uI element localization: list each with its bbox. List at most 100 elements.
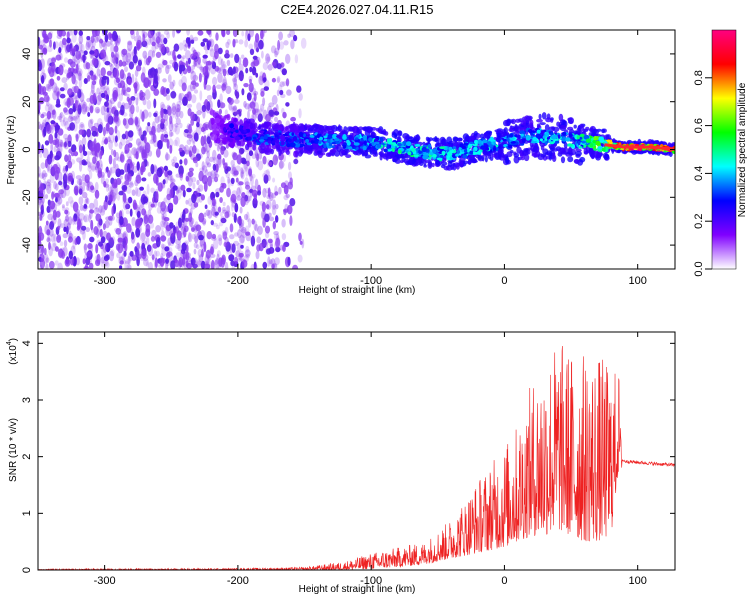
noise-speck [40,48,44,59]
noise-speck [68,108,74,115]
noise-speck [244,225,250,236]
noise-speck [186,30,190,36]
noise-speck [43,48,48,56]
noise-speck [59,113,63,123]
noise-speck [146,183,150,195]
noise-speck [77,109,81,118]
noise-speck [91,227,95,234]
noise-speck [134,69,139,77]
noise-speck [274,191,279,196]
noise-speck [232,260,237,266]
noise-speck [75,104,79,111]
noise-speck [86,160,91,168]
noise-speck [134,179,139,187]
noise-speck [90,185,95,191]
noise-speck [103,199,108,211]
signal-core [291,132,295,137]
signal-halo [506,151,513,158]
noise-speck [176,230,182,241]
noise-speck [53,242,57,248]
noise-speck [198,123,203,130]
noise-speck [245,166,249,177]
noise-speck [90,35,95,44]
noise-speck [173,225,176,236]
noise-speck [187,84,192,95]
noise-speck [258,75,264,86]
noise-speck [182,253,187,265]
noise-speck [73,85,80,94]
noise-speck [169,189,174,198]
noise-speck [142,76,148,88]
noise-speck [89,262,94,269]
noise-speck [127,156,132,163]
noise-speck [203,79,207,90]
signal-halo [325,152,332,157]
noise-speck [64,42,71,54]
noise-speck [130,233,136,244]
noise-speck [129,250,134,257]
signal-core [576,135,580,140]
noise-speck [96,160,100,169]
noise-speck [135,174,142,184]
noise-speck [157,123,164,129]
noise-speck [144,55,148,66]
signal-halo [479,133,485,139]
noise-speck [236,187,241,197]
signal-core [517,134,521,140]
signal-halo [574,159,580,165]
noise-speck [99,208,106,216]
noise-speck [159,89,166,96]
noise-speck [69,48,74,54]
noise-speck [68,109,73,120]
noise-speck [188,123,192,134]
noise-speck [67,160,73,169]
noise-speck [265,53,271,64]
noise-speck [58,192,64,199]
noise-speck [134,76,138,88]
signal-halo [342,130,349,134]
noise-speck [118,190,124,196]
noise-speck [74,100,80,112]
noise-speck [138,246,143,257]
noise-speck [212,84,216,94]
noise-speck [85,41,90,51]
noise-speck [188,150,192,158]
noise-speck [236,242,242,252]
noise-speck [100,105,106,116]
signal-core [480,145,486,150]
noise-speck [51,191,55,200]
noise-speck [217,72,223,84]
noise-speck [200,194,205,201]
noise-speck [211,61,217,70]
noise-speck [130,30,135,36]
noise-speck [124,260,129,269]
noise-speck [194,89,198,94]
noise-speck [73,115,78,122]
noise-speck [53,41,56,50]
noise-speck [59,87,65,92]
noise-speck [115,86,121,97]
noise-speck [180,189,185,197]
noise-speck [53,233,57,243]
svg-text:(x104): (x104) [6,338,19,365]
noise-speck [234,232,239,237]
noise-speck [184,43,189,48]
signal-halo [293,123,300,131]
noise-speck [40,113,45,119]
noise-speck [130,96,136,101]
noise-speck [274,185,278,196]
noise-speck [38,59,42,67]
noise-speck [90,219,94,231]
noise-speck [58,47,62,54]
noise-speck [219,197,223,203]
noise-speck [157,182,163,192]
noise-speck [175,244,181,250]
signal-core [542,135,546,139]
noise-speck [135,228,141,238]
noise-speck [192,182,196,190]
signal-halo [425,136,430,141]
noise-speck [148,79,151,87]
noise-speck [131,231,135,240]
noise-speck [58,164,62,174]
noise-speck [142,33,146,45]
